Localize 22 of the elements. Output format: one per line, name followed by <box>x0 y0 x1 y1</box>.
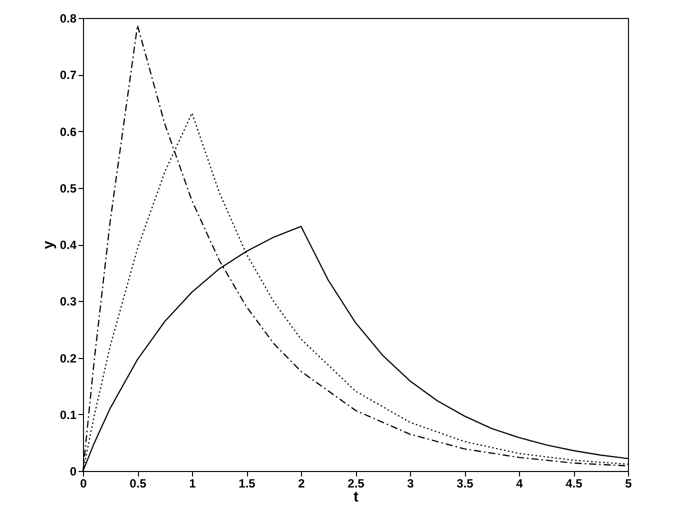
y-tick-label: 0 <box>70 464 77 478</box>
x-tick-label: 1 <box>189 476 196 490</box>
y-tick-label: 0.8 <box>60 12 77 26</box>
x-tick-label: 0 <box>80 476 88 490</box>
x-tick-label: 3.5 <box>456 476 474 490</box>
y-tick-label: 0.1 <box>60 408 77 422</box>
x-tick-label: 1.5 <box>238 476 256 490</box>
x-axis-title: t <box>354 488 358 506</box>
x-tick-label: 4 <box>516 476 524 490</box>
y-tick-label: 0.2 <box>60 351 77 366</box>
y-tick-label: 0.5 <box>60 181 77 196</box>
x-tick-label: 2.5 <box>348 476 365 490</box>
x-tick-label: 4.5 <box>566 476 583 490</box>
y-tick-label: 0.4 <box>60 238 77 252</box>
y-tick-label: 0.3 <box>60 294 77 309</box>
y-tick-label: 0.7 <box>60 68 77 82</box>
x-tick-label: 5 <box>625 476 632 490</box>
x-tick-label: 0.5 <box>130 476 147 490</box>
y-axis-title: y <box>40 240 57 250</box>
y-tick-label: 0.6 <box>60 124 77 139</box>
x-tick-label: 3 <box>407 476 414 490</box>
x-tick-label: 2 <box>298 476 306 490</box>
